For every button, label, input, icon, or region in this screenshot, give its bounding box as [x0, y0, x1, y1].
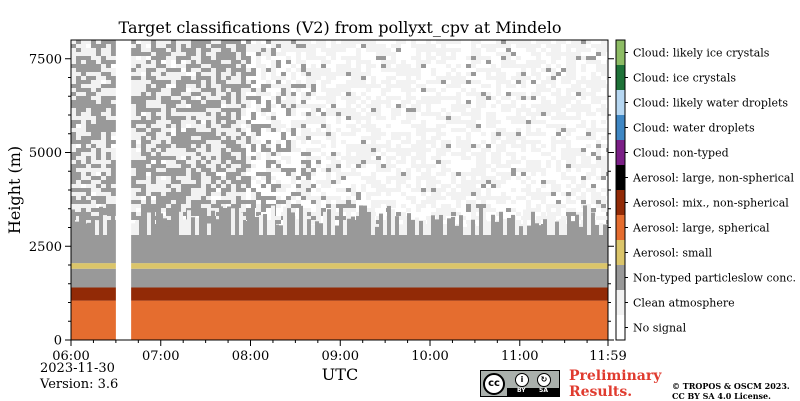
cc-icon: cc: [483, 373, 505, 395]
x-tick-label-0: 06:00: [52, 349, 89, 364]
preliminary-line-1: Preliminary: [569, 368, 662, 384]
colorbar-label-7: Cloud: non-typed: [633, 147, 729, 160]
y-tick-label-0: 0: [54, 334, 62, 349]
class-colorbar: No signal Clean atmosphere Non-typed parti…: [615, 39, 796, 341]
colorbar-swatch-9: [616, 90, 625, 115]
x-tick-label-1: 07:00: [142, 349, 179, 364]
colorbar-swatch-0: [616, 315, 625, 340]
colorbar-label-4: Aerosol: large, spherical: [632, 222, 770, 235]
x-axis: 06:00 07:00 08:00 09:00 10:00 11:00 11:59: [52, 340, 627, 364]
colorbar-swatch-11: [616, 40, 625, 65]
colorbar-swatch-3: [616, 240, 625, 265]
y-axis: 0 2500 5000 7500: [29, 52, 614, 349]
classification-heatmap: [71, 40, 608, 340]
y-axis-label: Height (m): [5, 146, 24, 234]
colorbar-label-11: Cloud: likely ice crystals: [633, 47, 770, 60]
x-tick-label-5: 11:00: [501, 349, 538, 364]
preliminary-line-2: Results.: [569, 384, 633, 400]
colorbar-label-6: Aerosol: large, non-spherical: [632, 172, 794, 185]
version-label: Version: 3.6: [39, 377, 118, 392]
preliminary-notice: Preliminary Results.: [569, 368, 661, 400]
badge-strip: BY SA: [507, 387, 559, 396]
x-tick-label-2: 08:00: [232, 349, 269, 364]
colorbar-label-3: Aerosol: small: [632, 247, 712, 260]
plot-area: [70, 39, 609, 341]
layer-aerosol-large-spherical: [71, 300, 608, 340]
colorbar-label-10: Cloud: ice crystals: [633, 72, 736, 85]
colorbar-swatch-10: [616, 65, 625, 90]
colorbar-label-2: Non-typed particleslow conc.: [633, 272, 796, 285]
colorbar-swatch-4: [616, 215, 625, 240]
colorbar-swatch-1: [616, 290, 625, 315]
layer-aerosol-small: [71, 263, 608, 269]
colorbar-label-1: Clean atmosphere: [633, 297, 735, 310]
copyright-notice: © TROPOS & OSCM 2023. CC BY SA 4.0 Licen…: [672, 381, 790, 401]
x-axis-label: UTC: [322, 365, 358, 384]
date-label: 2023-11-30: [40, 361, 115, 376]
attribution-icon: i: [515, 373, 529, 387]
x-tick-label-4: 10:00: [411, 349, 448, 364]
x-tick-label-6: 11:59: [589, 349, 626, 364]
layer-aerosol-mix-non-spherical: [71, 287, 608, 301]
colorbar-swatch-8: [616, 115, 625, 140]
upper-noise-field: [71, 40, 608, 236]
colorbar-label-9: Cloud: likely water droplets: [633, 97, 788, 110]
colorbar-swatch-2: [616, 265, 625, 290]
copyright-line-1: © TROPOS & OSCM 2023.: [672, 381, 790, 391]
colorbar-swatch-6: [616, 165, 625, 190]
y-tick-label-1: 2500: [29, 240, 62, 255]
layer-non-typed-particleslow-conc-: [71, 235, 608, 264]
cc-license-badge: cc i ↻ BY SA: [480, 370, 560, 397]
y-tick-label-3: 7500: [29, 52, 62, 67]
colorbar-swatch-7: [616, 140, 625, 165]
chart-title: Target classifications (V2) from pollyxt…: [119, 18, 562, 37]
badge-by-text: BY: [517, 387, 526, 394]
share-alike-icon: ↻: [537, 373, 551, 387]
copyright-line-2: CC BY SA 4.0 License.: [672, 391, 771, 401]
layer-non-typed-particleslow-conc-: [71, 268, 608, 288]
colorbar-swatch-5: [616, 190, 625, 215]
colorbar-label-0: No signal: [633, 322, 687, 335]
y-tick-label-2: 5000: [29, 146, 62, 161]
colorbar-frame: [615, 39, 626, 341]
colorbar-label-8: Cloud: water droplets: [633, 122, 755, 135]
colorbar-label-5: Aerosol: mix., non-spherical: [632, 197, 789, 210]
x-tick-label-3: 09:00: [322, 349, 359, 364]
badge-sa-text: SA: [539, 387, 548, 394]
no-signal-gap-1: [115, 40, 132, 340]
